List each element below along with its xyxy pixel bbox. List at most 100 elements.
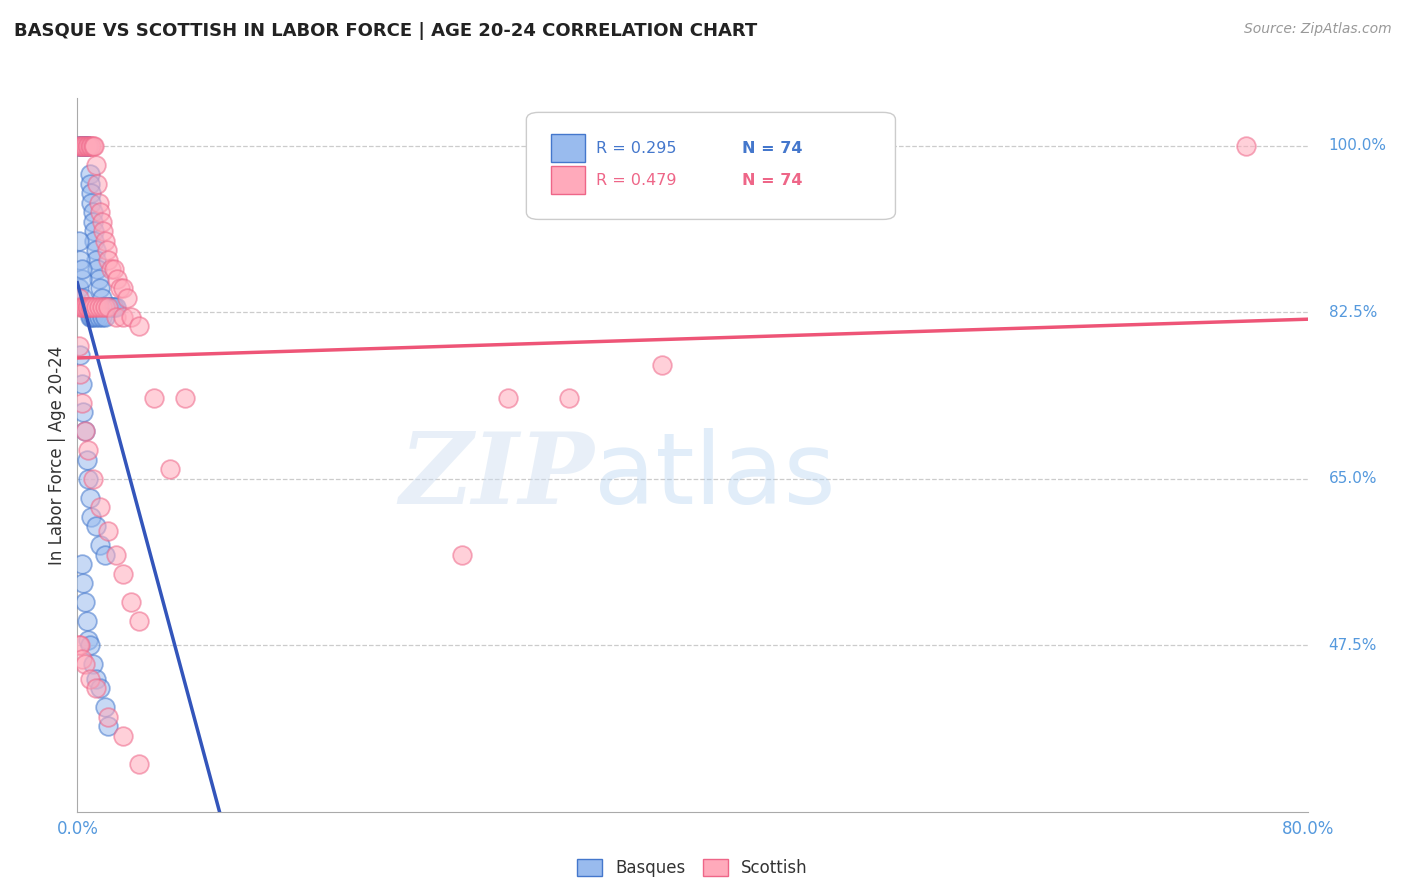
Point xyxy=(112,566,135,581)
Point xyxy=(82,205,104,219)
Point xyxy=(112,310,135,324)
Point xyxy=(72,138,94,153)
Point xyxy=(104,310,127,324)
Point xyxy=(82,138,104,153)
Point xyxy=(76,301,98,315)
FancyBboxPatch shape xyxy=(551,134,585,162)
Legend: Basques, Scottish: Basques, Scottish xyxy=(569,851,815,886)
Point xyxy=(69,138,91,153)
Point xyxy=(651,358,673,372)
Point xyxy=(93,301,115,315)
Point xyxy=(79,310,101,324)
Point xyxy=(103,262,125,277)
Point xyxy=(82,472,104,486)
Point xyxy=(159,462,181,476)
Point xyxy=(72,405,94,419)
Point xyxy=(77,138,100,153)
Text: N = 74: N = 74 xyxy=(742,173,803,187)
Point xyxy=(90,310,114,324)
Point xyxy=(77,443,100,458)
Point xyxy=(72,301,94,315)
Point xyxy=(112,729,135,743)
Point xyxy=(70,652,93,666)
FancyBboxPatch shape xyxy=(526,112,896,219)
Point xyxy=(104,548,127,562)
Point xyxy=(67,638,90,652)
Point xyxy=(77,301,100,315)
Point xyxy=(72,576,94,591)
Point xyxy=(104,301,127,315)
Point xyxy=(70,376,93,391)
Point xyxy=(97,252,120,267)
Point xyxy=(94,234,117,248)
Point xyxy=(73,301,96,315)
Text: 65.0%: 65.0% xyxy=(1329,471,1376,486)
Text: N = 74: N = 74 xyxy=(742,141,803,155)
Point xyxy=(84,310,107,324)
Point xyxy=(89,500,111,515)
Point xyxy=(72,138,94,153)
Point xyxy=(94,301,117,315)
Point xyxy=(84,158,107,172)
Text: 82.5%: 82.5% xyxy=(1329,305,1376,319)
Text: atlas: atlas xyxy=(595,428,835,524)
Text: R = 0.295: R = 0.295 xyxy=(596,141,678,155)
Point xyxy=(67,138,90,153)
Point xyxy=(67,291,90,305)
Point xyxy=(70,558,93,572)
Point xyxy=(89,281,111,295)
Point xyxy=(96,244,118,258)
Point xyxy=(70,272,93,286)
Point xyxy=(94,700,117,714)
Point xyxy=(112,281,135,295)
Point xyxy=(69,348,91,362)
Point xyxy=(73,424,96,438)
Point xyxy=(76,138,98,153)
Point xyxy=(76,615,98,629)
Point xyxy=(79,491,101,505)
Point xyxy=(73,138,96,153)
Point xyxy=(80,310,103,324)
Point xyxy=(87,272,110,286)
Point xyxy=(84,244,107,258)
Point xyxy=(73,138,96,153)
Point xyxy=(82,657,104,672)
Point xyxy=(128,615,150,629)
Point xyxy=(450,548,472,562)
Point xyxy=(84,301,107,315)
Point xyxy=(83,234,105,248)
Point xyxy=(83,224,105,238)
Point xyxy=(73,138,96,153)
Point xyxy=(73,301,96,315)
Point xyxy=(94,310,117,324)
Point xyxy=(70,138,93,153)
Point xyxy=(83,138,105,153)
Point xyxy=(76,138,98,153)
Point xyxy=(69,638,91,652)
Point xyxy=(101,301,124,315)
Point xyxy=(93,224,115,238)
Text: BASQUE VS SCOTTISH IN LABOR FORCE | AGE 20-24 CORRELATION CHART: BASQUE VS SCOTTISH IN LABOR FORCE | AGE … xyxy=(14,22,758,40)
Point xyxy=(84,672,107,686)
Point xyxy=(143,391,166,405)
Point xyxy=(80,509,103,524)
Point xyxy=(77,472,100,486)
Point xyxy=(90,301,114,315)
Point xyxy=(110,281,132,295)
Point xyxy=(76,452,98,467)
Point xyxy=(70,138,93,153)
Point xyxy=(69,301,91,315)
Point xyxy=(1234,138,1257,153)
Point xyxy=(77,138,100,153)
Point xyxy=(98,301,121,315)
Point xyxy=(87,310,110,324)
Text: R = 0.479: R = 0.479 xyxy=(596,173,678,187)
Point xyxy=(80,186,103,201)
Point xyxy=(77,633,100,648)
Point xyxy=(70,301,93,315)
Point xyxy=(89,538,111,552)
Y-axis label: In Labor Force | Age 20-24: In Labor Force | Age 20-24 xyxy=(48,345,66,565)
Point xyxy=(120,595,142,609)
Point xyxy=(69,367,91,381)
Point xyxy=(70,138,93,153)
